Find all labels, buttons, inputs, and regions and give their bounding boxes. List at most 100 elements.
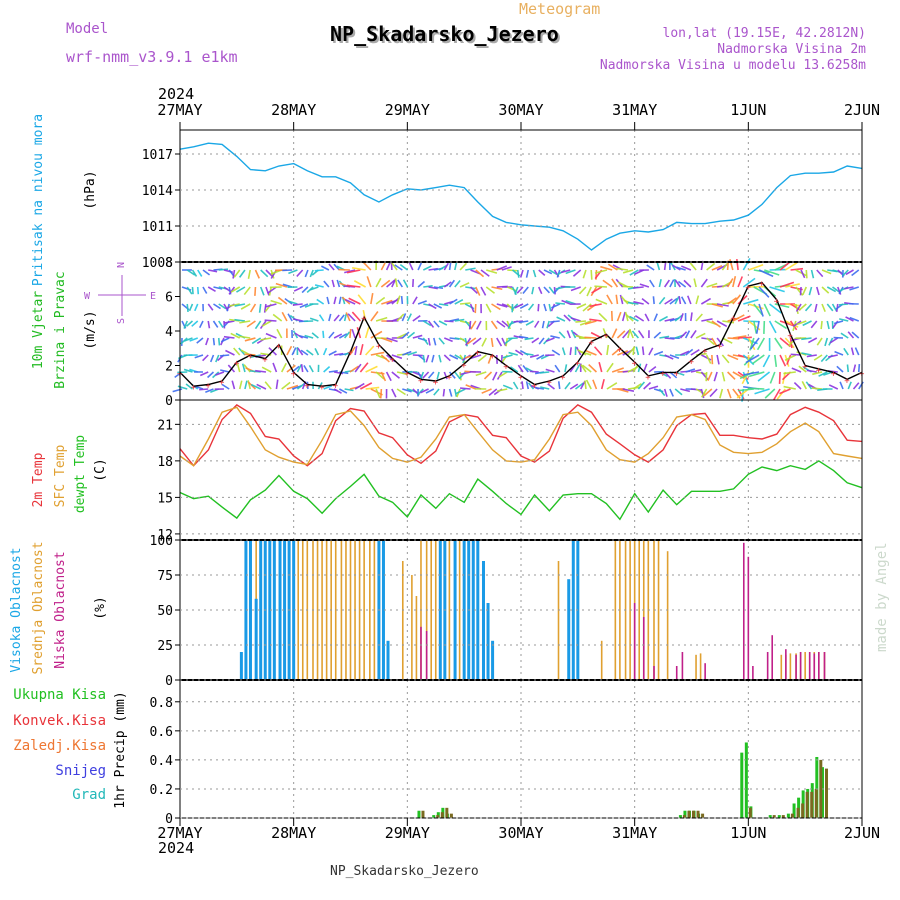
wind-arrow bbox=[769, 303, 782, 314]
wind-arrow bbox=[207, 320, 211, 329]
wind-arrow bbox=[706, 262, 716, 271]
wind-arrow bbox=[288, 269, 298, 275]
wind-arrow bbox=[396, 332, 407, 339]
wind-arrow bbox=[801, 380, 808, 390]
wind-arrow bbox=[318, 314, 325, 322]
wind-arrow bbox=[679, 331, 688, 339]
cloud-bar bbox=[747, 556, 750, 680]
wind-arrow bbox=[611, 278, 619, 288]
wind-speed-line bbox=[179, 281, 863, 387]
cloud-bar bbox=[614, 540, 617, 680]
precip-bar bbox=[421, 810, 425, 818]
wind-arrow bbox=[189, 337, 199, 342]
wind-arrow bbox=[579, 320, 592, 326]
cloud-unit: (%) bbox=[93, 596, 108, 619]
wind-arrow bbox=[438, 264, 448, 271]
wind-arrow bbox=[841, 269, 849, 277]
wind-arrow bbox=[232, 269, 236, 279]
wind-arrow bbox=[713, 371, 718, 382]
wind-arrow bbox=[333, 314, 340, 322]
cloud-bar bbox=[789, 653, 792, 680]
wind-arrow bbox=[663, 262, 667, 271]
wind-arrow bbox=[412, 334, 423, 339]
wind-arrow bbox=[540, 386, 550, 390]
wind-marker: + bbox=[787, 331, 793, 341]
wind-marker: + bbox=[319, 383, 325, 393]
station-title: NP_Skadarsko_Jezero bbox=[330, 22, 559, 46]
wind-arrow bbox=[763, 303, 771, 317]
wind-arrow bbox=[810, 320, 818, 329]
cloud-bar bbox=[471, 540, 475, 680]
wind-arrow bbox=[550, 335, 560, 339]
wind-arrow bbox=[616, 267, 629, 271]
wind-arrow bbox=[633, 300, 644, 305]
precip-bar bbox=[797, 797, 801, 818]
wind-arrow bbox=[831, 303, 838, 312]
wind-arrow bbox=[537, 303, 540, 312]
cloud-bar bbox=[653, 540, 655, 680]
wind-arrow bbox=[854, 347, 860, 356]
wind-arrow bbox=[824, 337, 829, 347]
wind-arrow bbox=[580, 380, 586, 390]
wind-arrow bbox=[548, 303, 552, 312]
wind-arrow bbox=[379, 388, 383, 399]
wind-arrow bbox=[857, 364, 861, 373]
wind-arrow bbox=[218, 303, 227, 310]
cloud-bar bbox=[752, 666, 754, 680]
wind-arrow bbox=[539, 371, 550, 374]
wind-arrow bbox=[412, 354, 423, 357]
wind-arrow bbox=[625, 313, 634, 322]
wind-arrow bbox=[370, 330, 383, 339]
wind-arrow bbox=[525, 381, 530, 390]
wind-arrow bbox=[183, 368, 193, 373]
wind-arrow bbox=[570, 286, 581, 292]
wind-arrow bbox=[701, 388, 708, 398]
wind-arrow bbox=[477, 354, 487, 363]
wind-arrow bbox=[850, 347, 855, 356]
wind-arrow bbox=[802, 320, 812, 327]
wind-arrow bbox=[847, 381, 852, 390]
wind-arrow bbox=[843, 347, 849, 356]
wind-arrow bbox=[545, 337, 555, 342]
y-tick-label: 0.6 bbox=[150, 725, 173, 740]
wind-arrow bbox=[474, 303, 477, 314]
wind-arrow bbox=[701, 318, 713, 322]
wind-arrow bbox=[254, 286, 257, 296]
x-day-label-bottom: 28MAY bbox=[271, 824, 316, 842]
wind-arrow bbox=[422, 371, 430, 379]
y-tick-label: 12 bbox=[157, 528, 173, 543]
wind-arrow bbox=[344, 269, 356, 274]
wind-arrow bbox=[762, 354, 771, 368]
wind-arrow bbox=[436, 371, 440, 380]
wind-arrow bbox=[524, 337, 534, 341]
wind-arrow bbox=[359, 343, 364, 356]
wind-marker: + bbox=[617, 345, 623, 355]
wind-arrow bbox=[565, 269, 576, 275]
y-tick-label: 8 bbox=[165, 256, 173, 271]
wind-arrow bbox=[343, 313, 348, 322]
y-tick-label: 1008 bbox=[142, 256, 173, 271]
wind-arrow bbox=[826, 286, 837, 293]
wind-arrow bbox=[375, 316, 388, 322]
wind-arrow bbox=[513, 320, 524, 323]
wind-arrow bbox=[351, 328, 356, 339]
wind-arrow bbox=[427, 337, 431, 346]
wind-arrow bbox=[194, 354, 204, 359]
wind-marker: + bbox=[588, 338, 594, 348]
wind-arrow bbox=[629, 329, 634, 339]
wind-arrow bbox=[466, 337, 477, 345]
wind-arrow bbox=[836, 365, 844, 373]
wind-arrow bbox=[663, 279, 671, 288]
wind-arrow bbox=[391, 354, 403, 360]
precip-bar bbox=[436, 815, 440, 818]
wind-arrow bbox=[706, 282, 718, 288]
wind-arrow bbox=[737, 276, 744, 288]
wind-arrow bbox=[543, 303, 547, 312]
wind-arrow bbox=[448, 388, 453, 397]
wind-arrow bbox=[472, 337, 482, 346]
wind-arrow bbox=[497, 388, 508, 392]
wind-arrow bbox=[375, 296, 386, 305]
wind-arrow bbox=[727, 371, 736, 380]
wind-arrow bbox=[501, 337, 507, 347]
wind-arrow bbox=[674, 296, 680, 305]
